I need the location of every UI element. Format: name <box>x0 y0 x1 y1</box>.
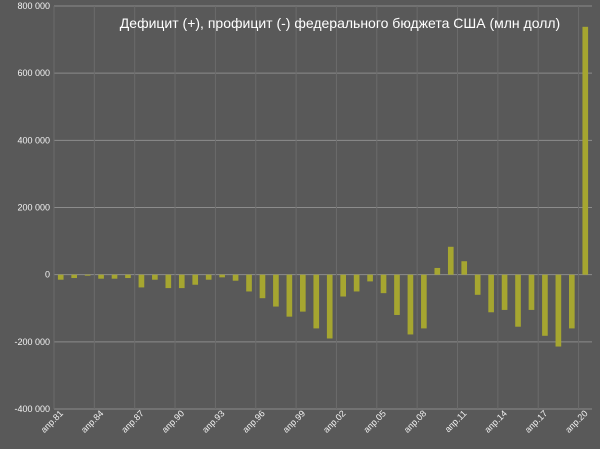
bar <box>111 274 118 279</box>
bar <box>57 274 64 280</box>
bar <box>205 274 212 280</box>
bar <box>380 274 387 294</box>
y-tick-label: 800 000 <box>17 1 50 11</box>
bar <box>582 26 589 275</box>
bar <box>367 274 373 282</box>
bar <box>528 274 535 310</box>
bar <box>394 274 400 315</box>
y-tick-label: 200 000 <box>17 203 50 213</box>
bar <box>192 274 199 285</box>
bar <box>219 274 225 278</box>
y-tick-label: -400 000 <box>14 404 50 414</box>
y-tick-label: 600 000 <box>17 68 50 78</box>
bar <box>71 274 77 279</box>
bar <box>84 274 91 276</box>
bar <box>434 267 441 275</box>
bar <box>232 274 239 281</box>
y-tick-label: -200 000 <box>14 337 50 347</box>
bar <box>407 274 414 335</box>
bar <box>421 274 427 329</box>
bar <box>152 274 158 280</box>
gridlines <box>53 5 592 410</box>
chart-title: Дефицит (+), профицит (-) федерального б… <box>120 15 560 31</box>
bar <box>461 261 468 275</box>
bar <box>340 274 346 297</box>
bar <box>555 274 562 347</box>
bar <box>488 274 494 313</box>
bar <box>515 274 521 327</box>
y-axis-tick-labels: -400 000 -200 000 0 200 000 400 000 600 000 80… <box>14 1 50 414</box>
bars <box>57 26 589 347</box>
bar <box>246 274 252 292</box>
bar <box>286 274 293 317</box>
bar <box>273 274 279 307</box>
bar <box>542 274 548 336</box>
bar <box>125 274 131 279</box>
y-tick-label: 400 000 <box>17 135 50 145</box>
bar <box>178 274 185 289</box>
bar <box>447 246 454 275</box>
bar <box>569 274 575 329</box>
bar <box>501 274 508 310</box>
bar <box>474 274 481 295</box>
bar <box>165 274 172 289</box>
bar <box>300 274 306 312</box>
bar <box>259 274 266 299</box>
y-tick-label: 0 <box>45 270 50 280</box>
bar <box>353 274 360 292</box>
bar <box>138 274 145 288</box>
bar <box>98 274 104 279</box>
bar <box>313 274 320 329</box>
bar <box>326 274 333 339</box>
